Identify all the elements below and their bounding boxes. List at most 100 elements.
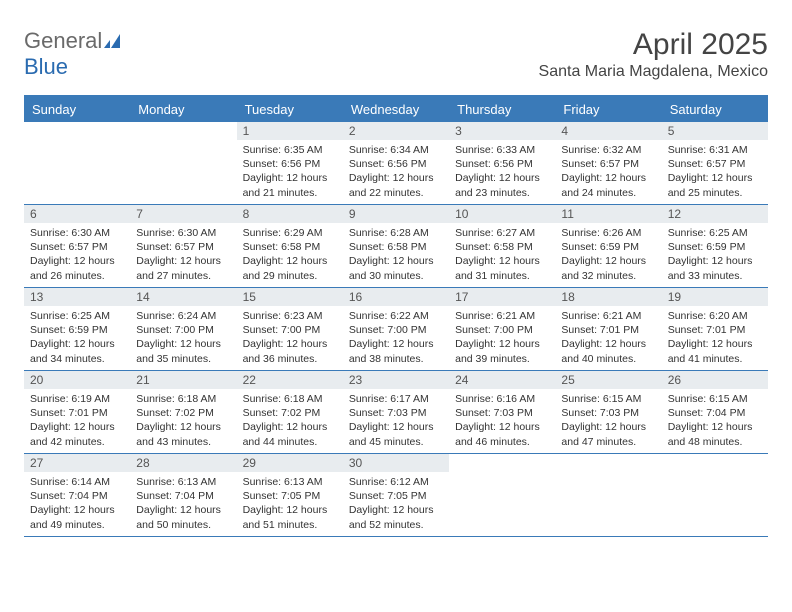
sunset-text: Sunset: 7:01 PM — [668, 323, 762, 337]
sunrise-text: Sunrise: 6:30 AM — [136, 226, 230, 240]
sunrise-text: Sunrise: 6:23 AM — [243, 309, 337, 323]
daylight-text: Daylight: 12 hours and 30 minutes. — [349, 254, 443, 282]
sunset-text: Sunset: 6:56 PM — [349, 157, 443, 171]
day-number: 6 — [24, 205, 130, 223]
day-number: 8 — [237, 205, 343, 223]
sunrise-text: Sunrise: 6:30 AM — [30, 226, 124, 240]
calendar: Sunday Monday Tuesday Wednesday Thursday… — [24, 95, 768, 537]
day-number: 26 — [662, 371, 768, 389]
day-details: Sunrise: 6:32 AMSunset: 6:57 PMDaylight:… — [555, 140, 661, 204]
day-cell: 29Sunrise: 6:13 AMSunset: 7:05 PMDayligh… — [237, 454, 343, 536]
sunset-text: Sunset: 7:03 PM — [561, 406, 655, 420]
sunrise-text: Sunrise: 6:34 AM — [349, 143, 443, 157]
sunset-text: Sunset: 7:04 PM — [30, 489, 124, 503]
sunset-text: Sunset: 7:03 PM — [349, 406, 443, 420]
day-number: 23 — [343, 371, 449, 389]
day-cell: 15Sunrise: 6:23 AMSunset: 7:00 PMDayligh… — [237, 288, 343, 370]
day-details: Sunrise: 6:13 AMSunset: 7:05 PMDaylight:… — [237, 472, 343, 536]
sunrise-text: Sunrise: 6:19 AM — [30, 392, 124, 406]
day-cell: 9Sunrise: 6:28 AMSunset: 6:58 PMDaylight… — [343, 205, 449, 287]
daylight-text: Daylight: 12 hours and 40 minutes. — [561, 337, 655, 365]
sunset-text: Sunset: 7:04 PM — [136, 489, 230, 503]
day-cell — [449, 454, 555, 536]
day-number: 9 — [343, 205, 449, 223]
sunset-text: Sunset: 7:00 PM — [243, 323, 337, 337]
sunset-text: Sunset: 7:00 PM — [455, 323, 549, 337]
day-number: 21 — [130, 371, 236, 389]
day-details: Sunrise: 6:16 AMSunset: 7:03 PMDaylight:… — [449, 389, 555, 453]
sunrise-text: Sunrise: 6:15 AM — [668, 392, 762, 406]
day-details: Sunrise: 6:28 AMSunset: 6:58 PMDaylight:… — [343, 223, 449, 287]
weekday-header-row: Sunday Monday Tuesday Wednesday Thursday… — [24, 97, 768, 122]
weekday-header: Friday — [555, 97, 661, 122]
logo-text: GeneralBlue — [24, 28, 126, 80]
day-cell: 28Sunrise: 6:13 AMSunset: 7:04 PMDayligh… — [130, 454, 236, 536]
daylight-text: Daylight: 12 hours and 21 minutes. — [243, 171, 337, 199]
day-cell: 11Sunrise: 6:26 AMSunset: 6:59 PMDayligh… — [555, 205, 661, 287]
sunset-text: Sunset: 7:00 PM — [349, 323, 443, 337]
daylight-text: Daylight: 12 hours and 47 minutes. — [561, 420, 655, 448]
day-cell — [662, 454, 768, 536]
sunset-text: Sunset: 7:02 PM — [243, 406, 337, 420]
day-details: Sunrise: 6:19 AMSunset: 7:01 PMDaylight:… — [24, 389, 130, 453]
daylight-text: Daylight: 12 hours and 42 minutes. — [30, 420, 124, 448]
day-number: 2 — [343, 122, 449, 140]
week-row: 6Sunrise: 6:30 AMSunset: 6:57 PMDaylight… — [24, 205, 768, 288]
logo-part2: Blue — [24, 54, 68, 79]
week-row: 13Sunrise: 6:25 AMSunset: 6:59 PMDayligh… — [24, 288, 768, 371]
day-number: 20 — [24, 371, 130, 389]
logo-part1: General — [24, 28, 102, 53]
day-number: 16 — [343, 288, 449, 306]
sunset-text: Sunset: 6:57 PM — [136, 240, 230, 254]
day-number: 25 — [555, 371, 661, 389]
day-number: 30 — [343, 454, 449, 472]
day-cell — [24, 122, 130, 204]
day-cell: 20Sunrise: 6:19 AMSunset: 7:01 PMDayligh… — [24, 371, 130, 453]
day-cell: 25 Sunrise: 6:15 AMSunset: 7:03 PMDayligh… — [555, 371, 661, 453]
day-number — [24, 122, 130, 126]
day-number: 12 — [662, 205, 768, 223]
day-number: 28 — [130, 454, 236, 472]
sunrise-text: Sunrise: 6:31 AM — [668, 143, 762, 157]
sunrise-text: Sunrise: 6:18 AM — [136, 392, 230, 406]
day-details: Sunrise: 6:35 AMSunset: 6:56 PMDaylight:… — [237, 140, 343, 204]
day-number: 27 — [24, 454, 130, 472]
day-cell: 17Sunrise: 6:21 AMSunset: 7:00 PMDayligh… — [449, 288, 555, 370]
daylight-text: Daylight: 12 hours and 29 minutes. — [243, 254, 337, 282]
day-details: Sunrise: 6:21 AMSunset: 7:00 PMDaylight:… — [449, 306, 555, 370]
day-cell: 22Sunrise: 6:18 AMSunset: 7:02 PMDayligh… — [237, 371, 343, 453]
day-number: 1 — [237, 122, 343, 140]
daylight-text: Daylight: 12 hours and 33 minutes. — [668, 254, 762, 282]
daylight-text: Daylight: 12 hours and 22 minutes. — [349, 171, 443, 199]
day-number: 22 — [237, 371, 343, 389]
chart-icon — [104, 28, 126, 54]
daylight-text: Daylight: 12 hours and 49 minutes. — [30, 503, 124, 531]
sunset-text: Sunset: 6:57 PM — [668, 157, 762, 171]
day-number: 4 — [555, 122, 661, 140]
day-cell: 16Sunrise: 6:22 AMSunset: 7:00 PMDayligh… — [343, 288, 449, 370]
sunrise-text: Sunrise: 6:33 AM — [455, 143, 549, 157]
sunrise-text: Sunrise: 6:25 AM — [30, 309, 124, 323]
day-cell: 8Sunrise: 6:29 AMSunset: 6:58 PMDaylight… — [237, 205, 343, 287]
sunrise-text: Sunrise: 6:12 AM — [349, 475, 443, 489]
day-details: Sunrise: 6:14 AMSunset: 7:04 PMDaylight:… — [24, 472, 130, 536]
sunrise-text: Sunrise: 6:16 AM — [455, 392, 549, 406]
day-cell: 1Sunrise: 6:35 AMSunset: 6:56 PMDaylight… — [237, 122, 343, 204]
day-cell: 12Sunrise: 6:25 AMSunset: 6:59 PMDayligh… — [662, 205, 768, 287]
daylight-text: Daylight: 12 hours and 34 minutes. — [30, 337, 124, 365]
day-details: Sunrise: 6:22 AMSunset: 7:00 PMDaylight:… — [343, 306, 449, 370]
sunset-text: Sunset: 6:59 PM — [30, 323, 124, 337]
week-row: 27Sunrise: 6:14 AMSunset: 7:04 PMDayligh… — [24, 454, 768, 537]
daylight-text: Daylight: 12 hours and 38 minutes. — [349, 337, 443, 365]
sunset-text: Sunset: 6:58 PM — [243, 240, 337, 254]
sunset-text: Sunset: 7:05 PM — [243, 489, 337, 503]
day-number: 11 — [555, 205, 661, 223]
logo: GeneralBlue — [24, 28, 126, 80]
day-details: Sunrise: 6:27 AMSunset: 6:58 PMDaylight:… — [449, 223, 555, 287]
location-label: Santa Maria Magdalena, Mexico — [539, 63, 768, 81]
day-number: 24 — [449, 371, 555, 389]
sunset-text: Sunset: 7:04 PM — [668, 406, 762, 420]
sunrise-text: Sunrise: 6:14 AM — [30, 475, 124, 489]
sunrise-text: Sunrise: 6:15 AM — [561, 392, 655, 406]
day-number: 13 — [24, 288, 130, 306]
